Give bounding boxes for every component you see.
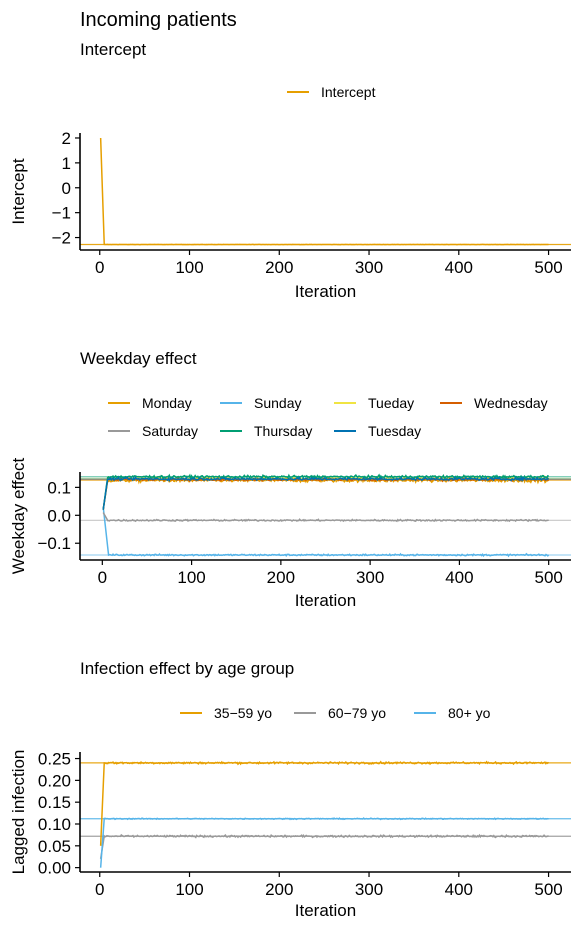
y-tick-label: 0.25 — [38, 750, 71, 769]
series-line — [102, 475, 550, 510]
y-tick-label: −2 — [52, 229, 71, 248]
legend-label: 35−59 yo — [214, 705, 272, 721]
x-tick-label: 300 — [355, 880, 383, 899]
x-tick-label: 500 — [534, 568, 562, 587]
chart-title: Infection effect by age group — [80, 659, 294, 678]
series-line — [99, 833, 549, 860]
y-tick-label: 0.00 — [38, 859, 71, 878]
x-tick-label: 300 — [355, 258, 383, 277]
figure-title: Incoming patients — [80, 9, 237, 31]
y-tick-label: 0.1 — [47, 478, 71, 497]
x-tick-label: 100 — [175, 880, 203, 899]
y-axis-label: Weekday effect — [9, 457, 28, 574]
chart-panel-1: Intercept Intercept 0 100 200 300 400 500 2 1 0 −1 −… — [9, 40, 571, 301]
y-tick-label: 1 — [62, 154, 71, 173]
y-tick-label: 0 — [62, 179, 71, 198]
legend-item: 60−79 yo — [294, 705, 386, 721]
chart-panel-3: Infection effect by age group 35−59 yo 60−… — [9, 659, 571, 920]
y-tick-label: 0.0 — [47, 506, 71, 525]
y-tick-label: 0.10 — [38, 815, 71, 834]
chart-title: Intercept — [80, 40, 146, 59]
legend-label: Tuesday — [368, 423, 421, 439]
y-axis-label: Lagged infection — [9, 750, 28, 875]
y-axis-label: Intercept — [9, 158, 28, 224]
legend-label: Tueday — [368, 395, 414, 411]
y-tick-label: 0.20 — [38, 771, 71, 790]
legend-item: Tuesday — [334, 423, 421, 439]
chart-panel-2: Weekday effect Monday Sunday Tueday Wednesda… — [9, 349, 571, 610]
legend-label: Intercept — [321, 84, 376, 100]
series-line — [99, 817, 549, 868]
x-axis-label: Iteration — [295, 901, 356, 920]
series-line — [102, 506, 550, 558]
legend-item: Tueday — [334, 395, 414, 411]
x-tick-label: 500 — [534, 880, 562, 899]
x-tick-label: 300 — [356, 568, 384, 587]
x-tick-label: 0 — [95, 880, 104, 899]
x-axis-label: Iteration — [295, 282, 356, 301]
x-tick-label: 400 — [445, 880, 473, 899]
x-tick-label: 0 — [95, 258, 104, 277]
legend-item: 35−59 yo — [180, 705, 272, 721]
legend-item: 80+ yo — [414, 705, 491, 721]
legend-label: Sunday — [254, 395, 301, 411]
legend-item: Thursday — [220, 423, 312, 439]
x-tick-label: 200 — [267, 568, 295, 587]
legend-item: Monday — [108, 395, 192, 411]
x-tick-label: 400 — [445, 258, 473, 277]
chart-title: Weekday effect — [80, 349, 197, 368]
series-line — [99, 137, 549, 246]
legend-item: Wednesday — [440, 395, 548, 411]
series-line — [102, 473, 550, 510]
x-tick-label: 0 — [98, 568, 107, 587]
legend-label: Saturday — [142, 423, 198, 439]
legend-label: 80+ yo — [448, 705, 491, 721]
x-tick-label: 500 — [534, 258, 562, 277]
series-line — [102, 476, 550, 510]
y-tick-label: 0.05 — [38, 837, 71, 856]
legend-label: Wednesday — [474, 395, 548, 411]
series-line — [99, 760, 550, 846]
x-tick-label: 200 — [265, 880, 293, 899]
x-tick-label: 100 — [177, 568, 205, 587]
x-axis-label: Iteration — [295, 591, 356, 610]
x-tick-label: 100 — [175, 258, 203, 277]
legend-item: Saturday — [108, 423, 198, 439]
y-tick-label: 0.15 — [38, 793, 71, 812]
legend-label: 60−79 yo — [328, 705, 386, 721]
y-tick-label: 2 — [62, 129, 71, 148]
series-line — [102, 512, 549, 523]
series-line — [102, 476, 549, 510]
x-tick-label: 400 — [445, 568, 473, 587]
legend-label: Monday — [142, 395, 192, 411]
legend-item: Sunday — [220, 395, 301, 411]
y-tick-label: −1 — [52, 204, 71, 223]
legend-label: Thursday — [254, 423, 312, 439]
x-tick-label: 200 — [265, 258, 293, 277]
legend-item: Intercept — [287, 84, 376, 100]
y-tick-label: −0.1 — [37, 534, 71, 553]
